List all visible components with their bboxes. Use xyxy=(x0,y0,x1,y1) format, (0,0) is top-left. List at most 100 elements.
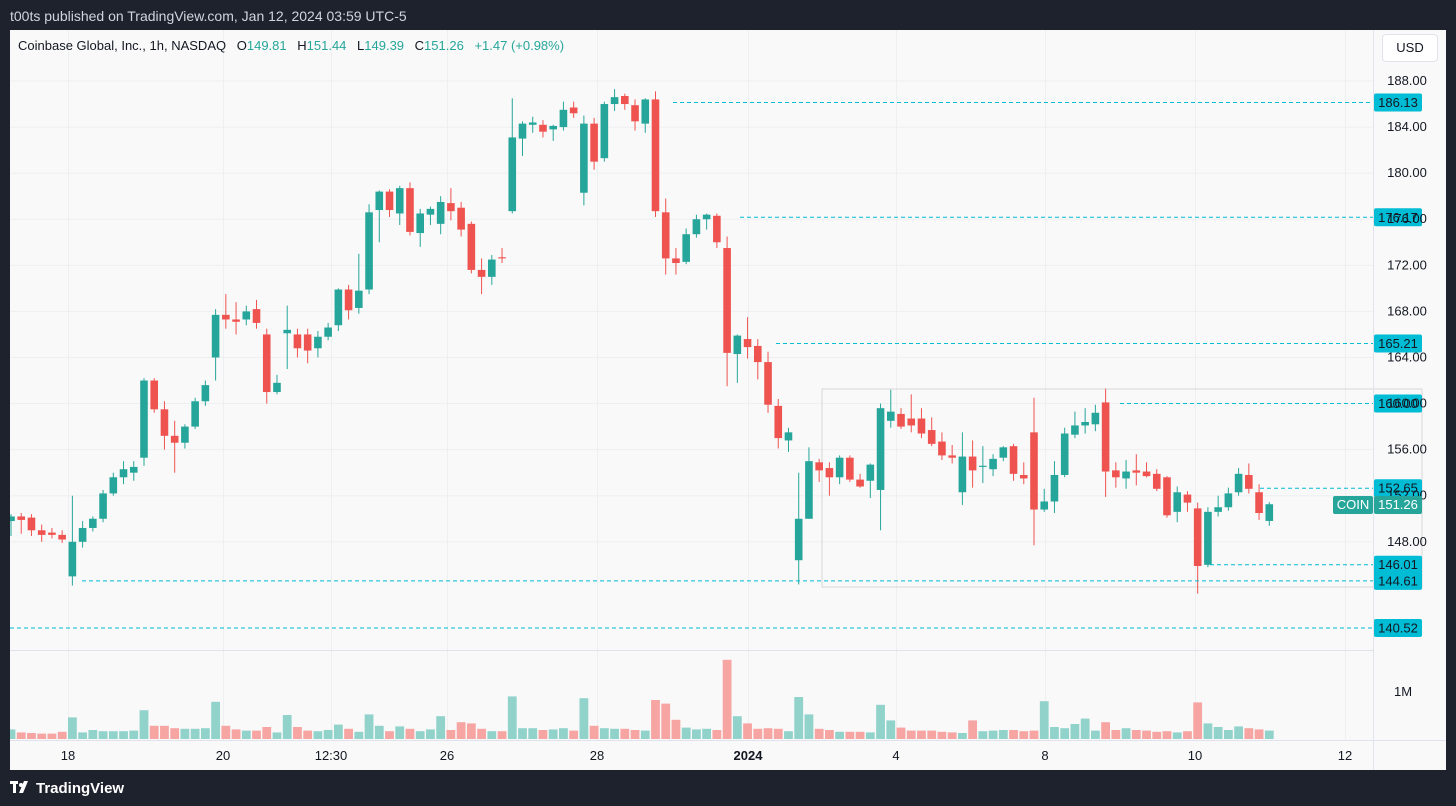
volume-bar xyxy=(661,703,671,739)
time-tick: 12 xyxy=(1338,748,1352,763)
candle-body xyxy=(1019,474,1028,479)
volume-bar xyxy=(1111,730,1121,739)
price-tick: 188.00 xyxy=(1387,73,1427,88)
candle-body xyxy=(37,530,46,535)
volume-bar xyxy=(773,728,783,739)
candle-body xyxy=(559,109,568,128)
candle-body xyxy=(191,401,199,427)
volume-bar xyxy=(385,731,394,739)
candle-body xyxy=(600,104,609,159)
volume-bar xyxy=(1234,726,1243,739)
candle-body xyxy=(1224,493,1233,508)
volume-bar xyxy=(528,728,538,739)
candle-body xyxy=(794,518,803,561)
volume-bar xyxy=(139,710,149,739)
volume-bar xyxy=(825,730,834,739)
candle-body xyxy=(406,188,414,232)
volume-bar xyxy=(57,731,67,739)
level-label: 144.61 xyxy=(1378,573,1418,588)
volume-bar xyxy=(241,730,251,739)
volume-bar xyxy=(876,704,885,739)
volume-bar xyxy=(702,728,712,739)
candle-body xyxy=(17,516,26,520)
candle-body xyxy=(672,258,680,264)
candle-body xyxy=(948,455,956,458)
time-axis[interactable]: 18 20 12:30 26 28 2024 4 8 10 12 xyxy=(61,748,1352,763)
chart-frame[interactable]: 186.13 176.17 165.21 160.00 152.65 146.01 144.… xyxy=(10,30,1446,770)
candle-body xyxy=(1101,402,1110,472)
volume-bar xyxy=(374,725,384,739)
candle-body xyxy=(99,493,107,519)
price-tick: 168.00 xyxy=(1387,303,1427,318)
level-label-bg xyxy=(1374,618,1422,637)
volume-bar xyxy=(180,728,190,739)
volume-bar xyxy=(1254,729,1264,739)
volume-bar xyxy=(1172,732,1182,739)
candle-body xyxy=(610,97,619,105)
candle-body xyxy=(713,215,721,243)
volume-bar xyxy=(763,728,773,739)
volume-axis-label: 1M xyxy=(1394,684,1412,699)
candle-body xyxy=(856,479,864,487)
volume-bar xyxy=(1183,731,1192,739)
volume-bar xyxy=(405,728,415,739)
currency-button[interactable]: USD xyxy=(1382,34,1438,62)
level-label: 186.13 xyxy=(1378,95,1418,110)
candle-body xyxy=(764,362,772,405)
volume-bar xyxy=(845,731,855,739)
volume-bar xyxy=(579,698,589,739)
candle-body xyxy=(324,327,332,337)
volume-bar xyxy=(835,731,845,739)
symbol-tag-bg xyxy=(1333,496,1373,514)
volume-bar xyxy=(303,730,313,739)
volume-bar xyxy=(27,733,36,739)
volume-bar xyxy=(722,659,732,739)
candle-body xyxy=(866,464,875,481)
candle-body xyxy=(375,191,384,211)
candle-body xyxy=(846,457,854,480)
candle-body xyxy=(355,290,363,308)
price-tick: 184.00 xyxy=(1387,119,1427,134)
price-axis[interactable]: 188.00 184.00 180.00 176.00 172.00 168.0… xyxy=(1387,73,1427,549)
volume-bar xyxy=(753,728,763,739)
candle-body xyxy=(938,441,946,456)
volume-bar xyxy=(221,725,231,739)
volume-bar xyxy=(1213,727,1223,739)
candle-body xyxy=(1255,492,1263,513)
candle-body xyxy=(539,124,547,132)
candle-body xyxy=(283,329,292,334)
level-label-bg xyxy=(1374,394,1422,413)
levels-layer: 186.13 176.17 165.21 160.00 152.65 146.01144.… xyxy=(10,93,1422,637)
candle-body xyxy=(68,541,77,577)
volume-bar xyxy=(1193,702,1203,739)
candle-body xyxy=(273,382,281,393)
level-label: 140.52 xyxy=(1378,620,1418,635)
candle-body xyxy=(631,105,639,122)
volume-bar xyxy=(1223,730,1233,739)
candle-body xyxy=(979,465,987,467)
volume-bar xyxy=(415,731,425,739)
chart-canvas[interactable]: 186.13 176.17 165.21 160.00 152.65 146.01144.… xyxy=(10,30,1446,770)
volume-bar xyxy=(364,714,374,739)
time-tick: 12:30 xyxy=(315,748,348,763)
candle-body xyxy=(876,408,885,490)
volume-bar xyxy=(978,731,988,739)
volume-bar xyxy=(865,732,875,739)
volume-bar xyxy=(784,731,793,739)
volume-bar xyxy=(323,730,333,739)
level-label: 146.01 xyxy=(1378,557,1418,572)
candle-body xyxy=(784,432,793,441)
candle-body xyxy=(89,518,97,528)
candle-body xyxy=(651,99,660,212)
volume-bar xyxy=(855,731,865,739)
price-tick: 156.00 xyxy=(1387,442,1427,457)
volume-bar xyxy=(170,728,180,739)
candle-body xyxy=(1183,494,1192,503)
candle-body xyxy=(222,314,230,320)
candle-body xyxy=(753,345,762,363)
candle-body xyxy=(314,336,322,349)
volume-bar xyxy=(395,726,405,739)
candle-body xyxy=(917,418,926,434)
volume-bar xyxy=(988,730,998,739)
volume-bar xyxy=(456,722,466,739)
